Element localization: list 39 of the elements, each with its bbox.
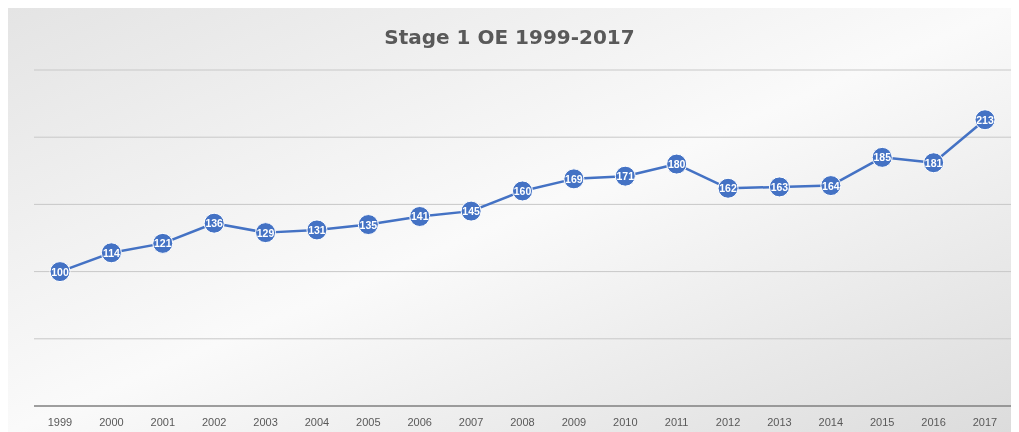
x-tick-label: 2009: [561, 416, 587, 428]
x-tick-label: 2016: [921, 416, 946, 428]
x-tick-label: 2013: [767, 416, 792, 428]
data-label: 129: [256, 226, 275, 239]
data-label: 181: [924, 156, 943, 169]
x-tick-label: 2017: [972, 416, 998, 428]
x-tick-label: 2012: [715, 416, 741, 428]
data-label: 169: [565, 172, 583, 185]
data-label: 114: [102, 246, 121, 259]
data-label: 100: [51, 265, 69, 278]
data-label: 162: [719, 182, 737, 195]
x-tick-label: 2006: [407, 416, 432, 428]
x-tick-label: 2007: [458, 416, 484, 428]
x-tick-label: 1999: [47, 416, 73, 428]
data-label: 163: [770, 180, 789, 193]
data-label: 180: [667, 158, 686, 171]
data-label: 121: [154, 237, 172, 250]
data-label: 136: [205, 217, 224, 230]
data-label: 213: [976, 113, 994, 126]
x-tick-label: 2011: [664, 416, 689, 428]
x-tick-label: 2001: [150, 416, 176, 428]
x-tick-label: 2015: [869, 416, 895, 428]
data-label: 185: [873, 151, 892, 164]
data-label: 171: [616, 170, 635, 183]
x-tick-label: 2010: [613, 416, 638, 428]
x-tick-label: 2008: [510, 416, 535, 428]
x-tick-label: 2014: [818, 416, 844, 428]
data-label: 164: [822, 179, 840, 192]
data-label: 135: [359, 218, 378, 231]
data-label: 141: [410, 210, 429, 223]
x-tick-label: 2005: [356, 416, 381, 428]
data-label: 145: [462, 205, 481, 218]
x-tick-label: 2002: [201, 416, 227, 428]
data-label: 160: [513, 184, 532, 197]
chart-title: Stage 1 OE 1999-2017: [384, 25, 635, 49]
x-tick-label: 2000: [99, 416, 124, 428]
data-label: 131: [308, 223, 326, 236]
x-tick-label: 2004: [304, 416, 330, 428]
x-tick-label: 2003: [253, 416, 278, 428]
